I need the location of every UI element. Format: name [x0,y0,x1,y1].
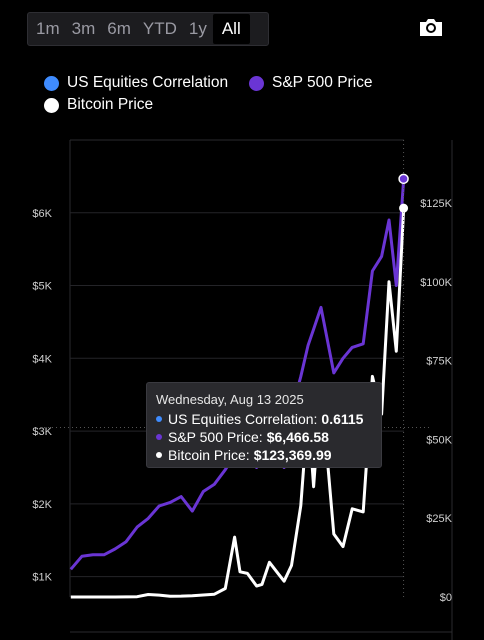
range-button-6m[interactable]: 6m [107,19,131,38]
tooltip-dot-icon [156,416,162,422]
right-axis-tick-label: $0 [440,592,452,604]
right-axis-tick-label: $100K [420,277,452,289]
tooltip-value: $6,466.58 [266,429,329,445]
tooltip-row-sp500: S&P 500 Price: $6,466.58 [156,428,372,446]
left-axis-tick-label: $5K [32,281,52,293]
tooltip-dot-icon [156,452,162,458]
legend-dot-icon [249,75,264,91]
right-axis-tick-label: $125K [420,198,452,210]
legend-label: US Equities Correlation [67,74,229,91]
range-button-all[interactable]: All [212,14,250,44]
left-axis-tick-label: $2K [32,499,52,511]
range-button-1m[interactable]: 1m [36,19,60,38]
tooltip-label: US Equities Correlation: [168,411,318,427]
tooltip-row-bitcoin: Bitcoin Price: $123,369.99 [156,446,372,464]
hover-marker-bitcoin [399,203,409,213]
range-button-3m[interactable]: 3m [71,19,96,38]
range-button-ytd[interactable]: YTD [142,19,177,38]
left-axis-tick-label: $4K [32,353,52,365]
tooltip-date: Wednesday, Aug 13 2025 [156,392,304,407]
left-axis-tick-label: $3K [32,426,52,438]
range-selector: 1m 3m 6m YTD 1y All [27,12,269,46]
tooltip-row-correlation: US Equities Correlation: 0.6115 [156,410,372,428]
camera-icon[interactable] [418,16,444,38]
legend-dot-icon [44,97,59,113]
tooltip-value: 0.6115 [321,411,364,427]
legend-label: Bitcoin Price [67,96,154,113]
legend-item-bitcoin-price[interactable]: Bitcoin Price [44,96,153,114]
tooltip-value: $123,369.99 [253,447,332,463]
right-axis-tick-label: $50K [426,434,452,446]
legend-label: S&P 500 Price [272,74,373,91]
tooltip-dot-icon [156,434,162,440]
right-axis-tick-label: $25K [426,513,452,525]
right-axis-tick-label: $75K [426,356,452,368]
legend-item-sp500-price[interactable]: S&P 500 Price [249,74,373,92]
tooltip-label: Bitcoin Price: [168,447,250,463]
hover-marker-sp500 [398,173,409,185]
range-button-1y[interactable]: 1y [188,19,207,38]
left-axis-tick-label: $6K [32,208,52,220]
tooltip-label: S&P 500 Price: [168,429,263,445]
legend-item-us-equities-correlation[interactable]: US Equities Correlation [44,74,228,92]
chart-tooltip: Wednesday, Aug 13 2025 US Equities Corre… [146,382,382,468]
left-axis-tick-label: $1K [32,572,52,584]
legend-dot-icon [44,75,59,91]
